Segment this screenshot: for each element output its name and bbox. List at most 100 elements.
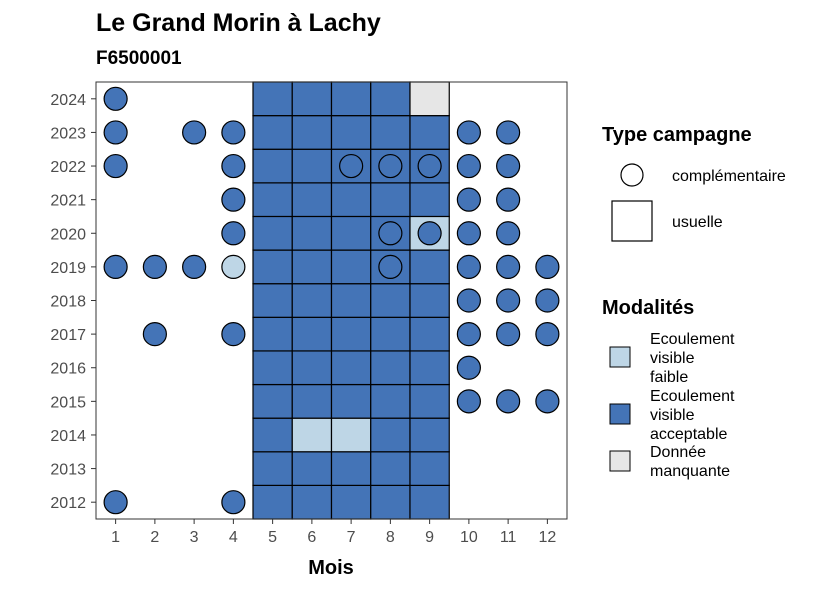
point-2022-4 [221,153,246,179]
legend-swatch-faible [609,346,631,368]
point-2021-10 [456,187,481,212]
cell-2012-9 [409,484,450,520]
point-2019-10 [456,254,481,279]
cell-2020-5 [252,215,293,251]
legend-label-acceptable-1: Ecoulement [650,388,735,405]
legend-swatch-acceptable [609,403,631,425]
y-tick-label: 2014 [50,428,86,445]
cell-2014-8 [370,417,411,453]
cell-2014-5 [252,417,293,453]
cell-2013-5 [252,451,293,486]
cell-2021-8 [370,182,411,218]
legend-label-faible-2: visible [650,350,695,367]
point-2019-11 [496,254,521,279]
cell-2015-9 [409,383,450,419]
cell-2016-6 [291,350,333,386]
cell-2018-8 [370,283,411,318]
y-tick-label: 2015 [50,394,86,411]
y-tick-label: 2024 [50,92,86,109]
point-2019-8 [378,254,403,279]
cell-2020-6 [291,215,333,251]
point-2018-10 [456,288,481,313]
cell-2024-7 [330,81,372,117]
x-axis-title: Mois [308,557,354,579]
x-tick-label: 8 [386,529,395,546]
legend-type-label-usuelle: usuelle [672,214,723,231]
point-2023-4 [221,120,246,145]
point-2020-10 [456,221,481,246]
legend-label-manquante-2: manquante [650,463,730,480]
point-2022-11 [496,153,521,179]
cell-2018-9 [409,283,450,318]
point-2015-11 [496,389,521,414]
legend-modalites-title: Modalités [602,297,694,319]
cell-2021-7 [330,182,372,218]
cell-2021-9 [409,182,450,218]
y-tick-label: 2016 [50,361,86,378]
point-2022-10 [456,153,481,179]
point-2022-7 [339,153,364,179]
y-tick-label: 2022 [50,159,86,176]
cell-2017-9 [409,316,450,352]
cell-2013-6 [291,451,333,486]
legend-type-campagne: Type campagne complémentaire usuelle [602,124,786,242]
y-tick-label: 2017 [50,327,86,344]
cell-2015-5 [252,383,293,419]
cell-2024-5 [252,81,293,117]
y-tick-label: 2023 [50,125,86,142]
cell-2016-9 [409,350,450,386]
cell-2019-9 [409,249,450,285]
cell-2020-7 [330,215,372,251]
point-2012-1 [103,490,128,515]
legend-circle-icon [620,163,644,187]
y-tick-label: 2012 [50,495,86,512]
cell-2018-6 [291,283,333,318]
cell-2019-5 [252,249,293,285]
point-2018-11 [496,288,521,313]
legend-label-acceptable-3: acceptable [650,426,727,443]
legend-modalites: Modalités Ecoulement visible faible Ecou… [602,297,735,480]
cell-2012-5 [252,484,293,520]
point-2023-3 [182,120,207,145]
y-axis: 2012 2013 2014 2015 2016 2017 2018 2019 2020 2021… [50,92,96,512]
y-tick-label: 2013 [50,462,86,479]
cell-2023-6 [291,115,333,150]
legend-swatch-manquante [609,450,631,472]
point-2015-10 [456,389,481,414]
legend-label-acceptable-2: visible [650,407,695,424]
legend-square-icon [611,200,653,242]
point-2019-2 [142,254,167,279]
cell-2012-6 [291,484,333,520]
x-tick-label: 3 [190,529,199,546]
cell-2024-8 [370,81,411,117]
cell-2023-9 [409,115,450,150]
x-tick-label: 1 [111,529,120,546]
chart-subtitle: F6500001 [96,48,182,69]
cell-2016-5 [252,350,293,386]
point-2019-12 [535,254,560,279]
cell-2018-7 [330,283,372,318]
cell-2017-8 [370,316,411,352]
point-2023-10 [456,120,481,145]
x-tick-label: 10 [460,529,478,546]
cell-2024-9 [409,81,450,117]
y-tick-label: 2018 [50,294,86,311]
cell-2023-5 [252,115,293,150]
point-2024-1 [103,86,128,111]
cell-2014-6 [291,417,333,453]
chart-title: Le Grand Morin à Lachy [96,9,381,37]
cell-2021-6 [291,182,333,218]
x-axis: 1 2 3 4 5 6 7 8 9 10 11 12 [111,519,556,546]
cell-2012-8 [370,484,411,520]
cell-2015-7 [330,383,372,419]
cell-2015-8 [370,383,411,419]
x-tick-label: 7 [347,529,356,546]
cell-2019-7 [330,249,372,285]
point-2018-12 [535,288,560,313]
x-tick-label: 11 [500,529,517,546]
legend-type-title: Type campagne [602,124,752,146]
point-2020-11 [496,221,521,246]
point-2015-12 [535,389,560,414]
point-2020-4 [221,221,246,246]
